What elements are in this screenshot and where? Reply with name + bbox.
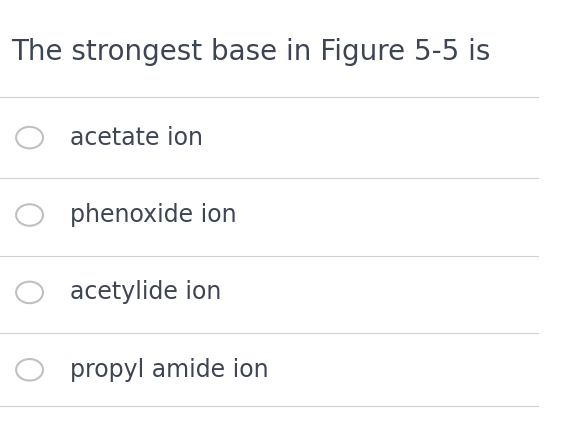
Text: acetate ion: acetate ion <box>70 126 203 150</box>
Text: The strongest base in Figure 5-5 is: The strongest base in Figure 5-5 is <box>11 37 490 66</box>
Text: phenoxide ion: phenoxide ion <box>70 203 236 227</box>
Text: propyl amide ion: propyl amide ion <box>70 358 269 382</box>
Text: acetylide ion: acetylide ion <box>70 280 221 304</box>
